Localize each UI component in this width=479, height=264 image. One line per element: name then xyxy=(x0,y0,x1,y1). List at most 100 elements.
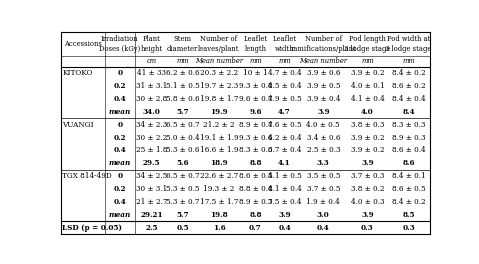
Text: 0.3: 0.3 xyxy=(402,224,415,232)
Text: 3.9 ± 0.4: 3.9 ± 0.4 xyxy=(307,95,340,103)
Text: 0: 0 xyxy=(117,172,123,180)
Text: 17.5 ± 1.7: 17.5 ± 1.7 xyxy=(200,198,239,206)
Text: 3.9: 3.9 xyxy=(361,159,374,167)
Text: 4.5 ± 0.4: 4.5 ± 0.4 xyxy=(268,82,301,90)
Text: 0.4: 0.4 xyxy=(114,147,126,154)
Text: 8.4 ± 0.1: 8.4 ± 0.1 xyxy=(392,172,425,180)
Text: 4.1: 4.1 xyxy=(278,159,291,167)
Text: 5.6: 5.6 xyxy=(176,159,189,167)
Text: cm: cm xyxy=(147,57,157,65)
Text: 8.8: 8.8 xyxy=(249,211,262,219)
Text: 4.1 ± 0.5: 4.1 ± 0.5 xyxy=(268,172,301,180)
Text: 41 ± 33: 41 ± 33 xyxy=(137,69,166,77)
Text: 3.9: 3.9 xyxy=(317,108,330,116)
Text: 4.0 ± 0.5: 4.0 ± 0.5 xyxy=(307,121,340,129)
Text: 0.2: 0.2 xyxy=(114,185,126,193)
Text: mm: mm xyxy=(249,57,262,65)
Text: 4.0 ± 0.1: 4.0 ± 0.1 xyxy=(351,82,384,90)
Text: 0.7: 0.7 xyxy=(249,224,262,232)
Text: 34 ± 2.5: 34 ± 2.5 xyxy=(136,172,167,180)
Text: 8.8 ± 0.8: 8.8 ± 0.8 xyxy=(239,185,272,193)
Text: 3.5 ± 0.4: 3.5 ± 0.4 xyxy=(268,198,301,206)
Text: 3.9 ± 0.5: 3.9 ± 0.5 xyxy=(307,82,340,90)
Text: 4.0: 4.0 xyxy=(361,108,374,116)
Text: 5.8 ± 0.6: 5.8 ± 0.6 xyxy=(166,95,200,103)
Text: 2.5 ± 0.3: 2.5 ± 0.3 xyxy=(307,147,340,154)
Text: 8.6 ± 0.5: 8.6 ± 0.5 xyxy=(392,185,425,193)
Text: 0.2: 0.2 xyxy=(114,134,126,142)
Text: 3.8 ± 0.3: 3.8 ± 0.3 xyxy=(351,121,384,129)
Text: 30 ± 2.8: 30 ± 2.8 xyxy=(136,95,167,103)
Text: 6.5 ± 0.7: 6.5 ± 0.7 xyxy=(166,172,200,180)
Text: 34.0: 34.0 xyxy=(143,108,160,116)
Text: 21.2 ± 2: 21.2 ± 2 xyxy=(203,121,235,129)
Text: mm: mm xyxy=(176,57,189,65)
Text: 8.4 ± 0.4: 8.4 ± 0.4 xyxy=(392,95,425,103)
Text: 0.2: 0.2 xyxy=(114,82,126,90)
Text: 3.7 ± 0.5: 3.7 ± 0.5 xyxy=(307,185,340,193)
Text: 3.9: 3.9 xyxy=(278,211,291,219)
Text: 5.7: 5.7 xyxy=(176,211,189,219)
Text: 0.5: 0.5 xyxy=(176,224,189,232)
Text: 21 ± 2.7: 21 ± 2.7 xyxy=(136,198,168,206)
Text: 19.8: 19.8 xyxy=(210,211,228,219)
Text: 19.1 ± 1.9: 19.1 ± 1.9 xyxy=(200,134,239,142)
Text: 4.9 ± 0.5: 4.9 ± 0.5 xyxy=(268,95,301,103)
Text: 34 ± 2.3: 34 ± 2.3 xyxy=(136,121,167,129)
Text: 2.5: 2.5 xyxy=(146,224,158,232)
Text: 5.3 ± 0.6: 5.3 ± 0.6 xyxy=(166,147,199,154)
Text: 10 ± 1: 10 ± 1 xyxy=(243,69,268,77)
Text: mean: mean xyxy=(109,108,131,116)
Text: KITOKO: KITOKO xyxy=(62,69,92,77)
Text: 31 ± 3.1: 31 ± 3.1 xyxy=(136,82,167,90)
Text: 3.8 ± 0.2: 3.8 ± 0.2 xyxy=(351,185,384,193)
Text: 9.3 ± 0.6: 9.3 ± 0.6 xyxy=(239,134,272,142)
Text: 0.4: 0.4 xyxy=(317,224,330,232)
Text: 3.5 ± 0.5: 3.5 ± 0.5 xyxy=(307,172,340,180)
Text: 3.3: 3.3 xyxy=(317,159,330,167)
Text: 1.6: 1.6 xyxy=(213,224,226,232)
Text: Stem
diameter: Stem diameter xyxy=(167,35,198,53)
Text: 19.9: 19.9 xyxy=(210,108,228,116)
Text: 4.1 ± 0.4: 4.1 ± 0.4 xyxy=(351,95,384,103)
Text: Pod width at
3 lodge stage: Pod width at 3 lodge stage xyxy=(386,35,432,53)
Text: 0.4: 0.4 xyxy=(114,198,126,206)
Text: 3.9 ± 0.2: 3.9 ± 0.2 xyxy=(351,69,384,77)
Text: 16.6 ± 1.9: 16.6 ± 1.9 xyxy=(200,147,239,154)
Text: Leaflet
width: Leaflet width xyxy=(273,35,297,53)
Text: 4.7: 4.7 xyxy=(278,108,291,116)
Text: 20.3 ± 2.2: 20.3 ± 2.2 xyxy=(200,69,238,77)
Text: 8.6: 8.6 xyxy=(402,159,415,167)
Text: 3.4 ± 0.6: 3.4 ± 0.6 xyxy=(307,134,340,142)
Text: 19.7 ± 2.3: 19.7 ± 2.3 xyxy=(200,82,238,90)
Text: 6.2 ± 0.6: 6.2 ± 0.6 xyxy=(166,69,200,77)
Text: Leaflet
length: Leaflet length xyxy=(243,35,267,53)
Text: 22.6 ± 2.7: 22.6 ± 2.7 xyxy=(200,172,238,180)
Text: 3.9 ± 0.2: 3.9 ± 0.2 xyxy=(351,147,384,154)
Text: Plant
height: Plant height xyxy=(141,35,163,53)
Text: Irradiation
Doses (kGy): Irradiation Doses (kGy) xyxy=(99,35,140,53)
Text: 4.1 ± 0.4: 4.1 ± 0.4 xyxy=(268,185,301,193)
Text: VUANGI: VUANGI xyxy=(62,121,94,129)
Text: 4.7 ± 0.4: 4.7 ± 0.4 xyxy=(268,69,301,77)
Text: Mean number: Mean number xyxy=(299,57,347,65)
Text: 8.3 ± 0.3: 8.3 ± 0.3 xyxy=(392,121,425,129)
Text: 0.3: 0.3 xyxy=(361,224,374,232)
Text: 3.9 ± 0.6: 3.9 ± 0.6 xyxy=(307,69,340,77)
Text: 3.7 ± 0.4: 3.7 ± 0.4 xyxy=(268,147,301,154)
Text: 8.9 ± 0.3: 8.9 ± 0.3 xyxy=(392,134,425,142)
Text: 6.5 ± 0.7: 6.5 ± 0.7 xyxy=(166,121,200,129)
Text: LSD (p = 0.05): LSD (p = 0.05) xyxy=(62,224,122,232)
Text: 4.6 ± 0.5: 4.6 ± 0.5 xyxy=(268,121,301,129)
Text: 30 ± 3.1: 30 ± 3.1 xyxy=(136,185,167,193)
Text: 29.21: 29.21 xyxy=(140,211,163,219)
Text: 0.4: 0.4 xyxy=(114,95,126,103)
Text: 5.1 ± 0.5: 5.1 ± 0.5 xyxy=(166,82,200,90)
Text: 9.6 ± 0.7: 9.6 ± 0.7 xyxy=(239,95,272,103)
Text: 0.4: 0.4 xyxy=(278,224,291,232)
Text: 25 ± 1.8: 25 ± 1.8 xyxy=(136,147,168,154)
Text: 8.6 ± 0.5: 8.6 ± 0.5 xyxy=(239,172,272,180)
Text: mm: mm xyxy=(361,57,374,65)
Text: 8.9 ± 0.7: 8.9 ± 0.7 xyxy=(239,198,272,206)
Text: 8.4: 8.4 xyxy=(402,108,415,116)
